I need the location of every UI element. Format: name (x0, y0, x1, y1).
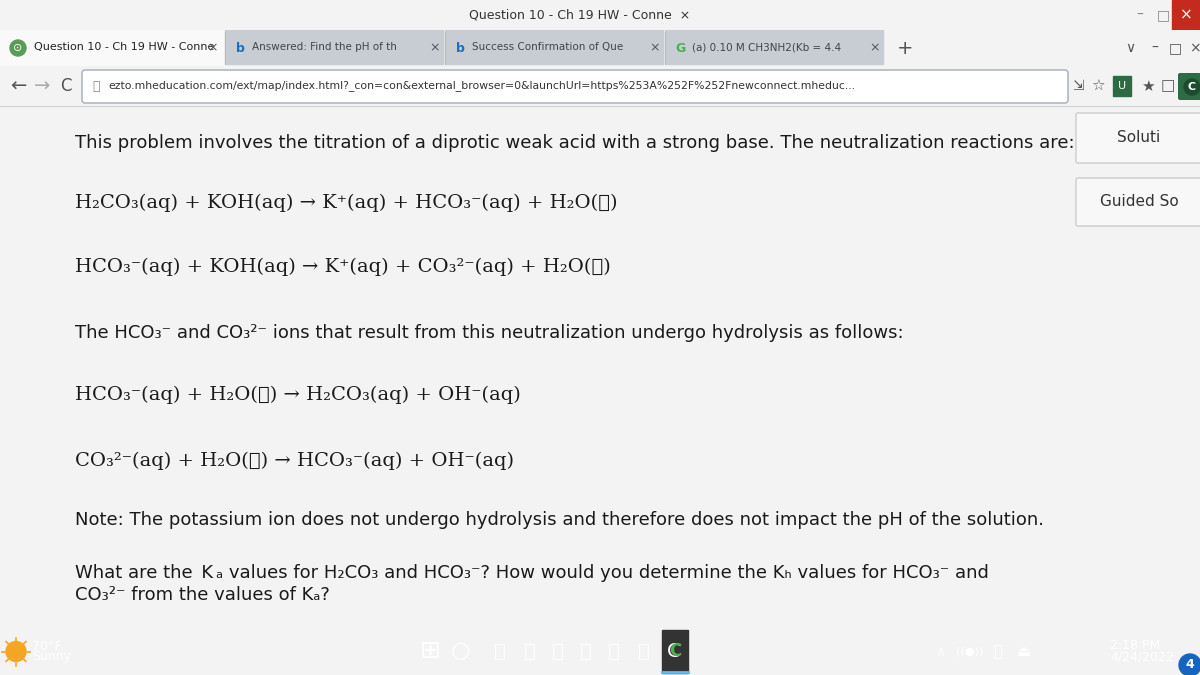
Text: □: □ (1160, 78, 1175, 94)
Text: ×: × (208, 41, 218, 55)
Circle shape (10, 40, 26, 56)
Text: 🔵: 🔵 (608, 642, 620, 661)
Bar (1172, 0, 1200, 30)
FancyBboxPatch shape (1076, 178, 1200, 226)
Text: Sunny: Sunny (32, 650, 71, 663)
Text: 2:18 PM: 2:18 PM (1110, 639, 1160, 652)
FancyBboxPatch shape (1178, 73, 1200, 100)
Text: G: G (674, 41, 685, 55)
Text: This problem involves the titration of a diprotic weak acid with a strong base. : This problem involves the titration of a… (74, 134, 1075, 152)
Bar (445, 30, 662, 64)
Text: The HCO₃⁻ and CO₃²⁻ ions that result from this neutralization undergo hydrolysis: The HCO₃⁻ and CO₃²⁻ ions that result fro… (74, 324, 904, 342)
Text: +: + (896, 38, 913, 57)
Text: Question 10 - Ch 19 HW - Conne  ×: Question 10 - Ch 19 HW - Conne × (469, 9, 691, 22)
Text: C: C (60, 77, 72, 95)
Text: 4/24/2022: 4/24/2022 (1110, 651, 1174, 664)
Bar (0, 30, 226, 66)
Bar (226, 30, 443, 64)
Text: ×: × (870, 41, 881, 55)
Text: ∨: ∨ (1124, 41, 1135, 55)
Text: ⏏: ⏏ (1016, 644, 1031, 659)
Bar (665, 30, 883, 64)
Text: □: □ (1169, 41, 1182, 55)
Text: ×: × (649, 41, 660, 55)
Text: HCO₃⁻(aq) + H₂O(ℓ) → H₂CO₃(aq) + OH⁻(aq): HCO₃⁻(aq) + H₂O(ℓ) → H₂CO₃(aq) + OH⁻(aq) (74, 386, 521, 404)
Text: ★: ★ (1141, 78, 1154, 94)
Text: b: b (235, 41, 245, 55)
Text: ⇲: ⇲ (1072, 79, 1084, 93)
Text: ×: × (1189, 41, 1200, 55)
Text: ○: ○ (450, 641, 469, 662)
Text: C: C (668, 643, 682, 661)
Text: 🦊: 🦊 (638, 642, 650, 661)
Text: Guided So: Guided So (1099, 194, 1178, 209)
Text: Question 10 - Ch 19 HW - Conne: Question 10 - Ch 19 HW - Conne (34, 42, 215, 52)
Text: –: – (1152, 41, 1158, 55)
Circle shape (1184, 79, 1200, 95)
Text: Note: The potassium ion does not undergo hydrolysis and therefore does not impac: Note: The potassium ion does not undergo… (74, 511, 1044, 529)
Text: ×: × (430, 41, 440, 55)
Text: HCO₃⁻(aq) + KOH(aq) → K⁺(aq) + CO₃²⁻(aq) + H₂O(ℓ): HCO₃⁻(aq) + KOH(aq) → K⁺(aq) + CO₃²⁻(aq)… (74, 258, 611, 276)
Text: H₂CO₃(aq) + KOH(aq) → K⁺(aq) + HCO₃⁻(aq) + H₂O(ℓ): H₂CO₃(aq) + KOH(aq) → K⁺(aq) + HCO₃⁻(aq)… (74, 194, 618, 212)
Text: C: C (1188, 82, 1196, 92)
Text: 📁: 📁 (524, 642, 536, 661)
Text: ←: ← (10, 76, 26, 95)
Text: (a) 0.10 M CH3NH2(Kb = 4.4: (a) 0.10 M CH3NH2(Kb = 4.4 (692, 42, 845, 52)
Text: C: C (667, 642, 680, 661)
Text: ×: × (1180, 7, 1193, 22)
Text: 70°F: 70°F (32, 640, 61, 653)
Text: –: – (1136, 8, 1144, 22)
Text: 🔊: 🔊 (994, 644, 1002, 659)
Text: 📷: 📷 (494, 642, 506, 661)
Circle shape (1178, 654, 1200, 675)
Text: CO₃²⁻ from the values of Kₐ?: CO₃²⁻ from the values of Kₐ? (74, 586, 330, 604)
Text: ⊞: ⊞ (420, 639, 440, 664)
Text: Paused: Paused (1192, 80, 1200, 94)
Text: 🔒: 🔒 (92, 80, 100, 92)
Text: ((●)): ((●)) (956, 647, 984, 657)
Text: What are the  K ₐ values for H₂CO₃ and HCO₃⁻? How would you determine the Kₕ val: What are the K ₐ values for H₂CO₃ and HC… (74, 564, 989, 582)
Circle shape (6, 641, 26, 662)
Text: ⊙: ⊙ (13, 43, 23, 53)
Text: b: b (456, 41, 464, 55)
Text: CO₃²⁻(aq) + H₂O(ℓ) → HCO₃⁻(aq) + OH⁻(aq): CO₃²⁻(aq) + H₂O(ℓ) → HCO₃⁻(aq) + OH⁻(aq) (74, 452, 514, 470)
FancyBboxPatch shape (82, 70, 1068, 103)
FancyBboxPatch shape (1076, 113, 1200, 163)
Text: Success Confirmation of Que: Success Confirmation of Que (472, 42, 623, 52)
Text: 🔷: 🔷 (580, 642, 592, 661)
Text: →: → (34, 76, 50, 95)
Text: 📁: 📁 (552, 642, 564, 661)
Bar (662, 630, 688, 673)
Text: Soluti: Soluti (1117, 130, 1160, 146)
Text: 4: 4 (1186, 659, 1194, 672)
Text: □: □ (1157, 8, 1170, 22)
Text: ezto.mheducation.com/ext/map/index.html?_con=con&external_browser=0&launchUrl=ht: ezto.mheducation.com/ext/map/index.html?… (108, 80, 854, 91)
Text: ☆: ☆ (1091, 78, 1105, 94)
Bar (1114, 76, 1132, 96)
Text: Answered: Find the pH of th: Answered: Find the pH of th (252, 42, 397, 52)
Text: U: U (1118, 81, 1126, 91)
Text: ∧: ∧ (935, 645, 946, 659)
